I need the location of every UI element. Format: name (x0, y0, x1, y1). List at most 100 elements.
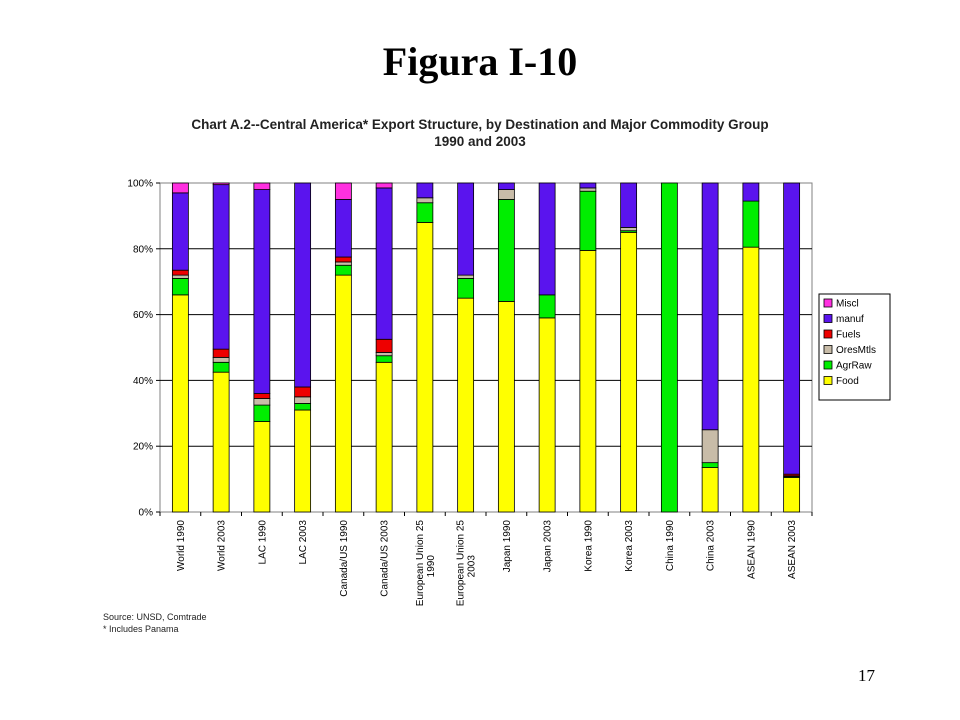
bar-segment-food (334, 274, 352, 513)
legend-swatch (823, 360, 833, 370)
bar-segment-manuf (253, 189, 271, 394)
bar-segment-agrraw (334, 264, 352, 276)
y-tick-label: 0% (139, 508, 154, 519)
bar-segment-oresmtls (294, 396, 312, 404)
y-tick-label: 80% (133, 244, 153, 255)
bar-segment-miscl (253, 182, 271, 190)
y-tick-label: 60% (133, 310, 153, 321)
bar-segment-food (538, 317, 556, 513)
bar-segment-food (212, 371, 230, 513)
bar-segment-manuf (334, 199, 352, 258)
x-category-label: ASEAN 2003 (787, 520, 798, 579)
legend-swatch (823, 298, 833, 308)
bar-segment-fuels (171, 269, 189, 276)
y-tick-label: 40% (133, 376, 153, 387)
x-category-label: LAC 2003 (298, 520, 309, 565)
bar-segment-oresmtls (701, 429, 719, 464)
x-category-label: Japan 2003 (543, 520, 554, 573)
x-category-label: China 2003 (706, 520, 717, 572)
chart-title-main: Chart A.2--Central America* Export Struc… (191, 117, 769, 132)
bar-segment-oresmtls (497, 189, 515, 200)
bar-segment-manuf (783, 182, 801, 475)
legend-label: Food (836, 376, 859, 387)
bar-segment-miscl (171, 182, 189, 194)
page-number: 17 (858, 666, 875, 685)
bar-segment-fuels (375, 338, 393, 353)
legend-swatch (823, 345, 833, 354)
bar-segment-food (294, 409, 312, 513)
bar-segment-oresmtls (620, 227, 638, 232)
x-category-label: World 2003 (217, 520, 228, 571)
bar-segment-agrraw (416, 202, 434, 223)
x-category-label: World 1990 (176, 520, 187, 571)
bar-segment-fuels (212, 348, 230, 358)
x-category-label: China 1990 (665, 520, 676, 572)
bar-segment-food (742, 246, 760, 513)
x-category-label: Canada/US 2003 (380, 520, 391, 597)
legend-label: manuf (836, 314, 864, 325)
bar-segment-food (783, 477, 801, 513)
bar-segment-manuf (742, 182, 760, 202)
bar-segment-agrraw (497, 199, 515, 302)
bar-segment-agrraw (538, 294, 556, 319)
bar-segment-food (171, 294, 189, 513)
legend-label: OresMtls (836, 345, 876, 356)
bar-segment-manuf (375, 187, 393, 340)
legend-label: Fuels (836, 330, 860, 341)
bar-segment-manuf (497, 182, 515, 190)
bar-segment-oresmtls (375, 352, 393, 357)
bar-segment-manuf (457, 182, 475, 276)
bar-segment-manuf (579, 182, 597, 189)
bar-segment-food (416, 222, 434, 513)
bar-segment-manuf (171, 192, 189, 271)
bar-segment-oresmtls (457, 274, 475, 279)
bar-segment-manuf (416, 182, 434, 199)
x-category-label: Canada/US 1990 (339, 520, 350, 597)
panama-note: * Includes Panama (103, 624, 179, 634)
bar-segment-manuf (538, 182, 556, 296)
x-category-label: European Union 251990 (415, 520, 437, 607)
bar-segment-miscl (212, 182, 230, 186)
x-category-label: LAC 1990 (257, 520, 268, 565)
bar-segment-fuels (334, 256, 352, 263)
bar-segment-miscl (375, 182, 393, 189)
bar-segment-manuf (701, 182, 719, 431)
bar-segment-fuels (294, 386, 312, 398)
bar-segment-oresmtls (171, 274, 189, 279)
bar-segment-food (620, 231, 638, 513)
bar-segment-food (701, 467, 719, 513)
bar-segment-food (579, 250, 597, 513)
x-category-label: European Union 252003 (456, 520, 478, 607)
bar-segment-agrraw (742, 200, 760, 248)
bar-segment-oresmtls (212, 356, 230, 363)
bar-segment-agrraw (701, 462, 719, 468)
bar-segment-agrraw (253, 404, 271, 422)
bar-segment-agrraw (294, 403, 312, 411)
chart-title: Chart A.2--Central America* Export Struc… (160, 116, 800, 150)
x-category-label: Japan 1990 (502, 520, 513, 573)
bar-segment-food (375, 361, 393, 513)
bar-segment-fuels (253, 393, 271, 399)
x-category-label: Korea 2003 (624, 520, 635, 572)
bar-segment-agrraw (375, 355, 393, 363)
x-category-label: Korea 1990 (583, 520, 594, 572)
bar-segment-manuf (620, 182, 638, 228)
bar-segment-agrraw (171, 278, 189, 296)
y-tick-label: 100% (127, 179, 153, 190)
bar-segment-manuf (294, 182, 312, 388)
bar-segment-agrraw (457, 278, 475, 299)
bar-segment-agrraw (579, 190, 597, 251)
y-tick-label: 20% (133, 442, 153, 453)
legend-label: Miscl (836, 299, 859, 310)
legend-swatch (823, 376, 833, 385)
legend-swatch (823, 314, 833, 323)
bar-segment-manuf (212, 184, 230, 350)
bar-segment-oresmtls (579, 187, 597, 192)
x-category-label: ASEAN 1990 (746, 520, 757, 579)
bar-segment-food (457, 297, 475, 513)
bar-segment-food (497, 301, 515, 513)
slide-title: Figura I-10 (382, 39, 578, 84)
bar-segment-agrraw (212, 361, 230, 373)
bar-segment-food (253, 421, 271, 513)
